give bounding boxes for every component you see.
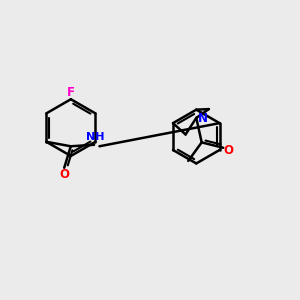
Text: F: F: [67, 86, 75, 99]
Text: O: O: [224, 144, 234, 157]
Text: NH: NH: [86, 132, 105, 142]
Text: N: N: [198, 112, 208, 125]
Text: O: O: [59, 168, 69, 181]
